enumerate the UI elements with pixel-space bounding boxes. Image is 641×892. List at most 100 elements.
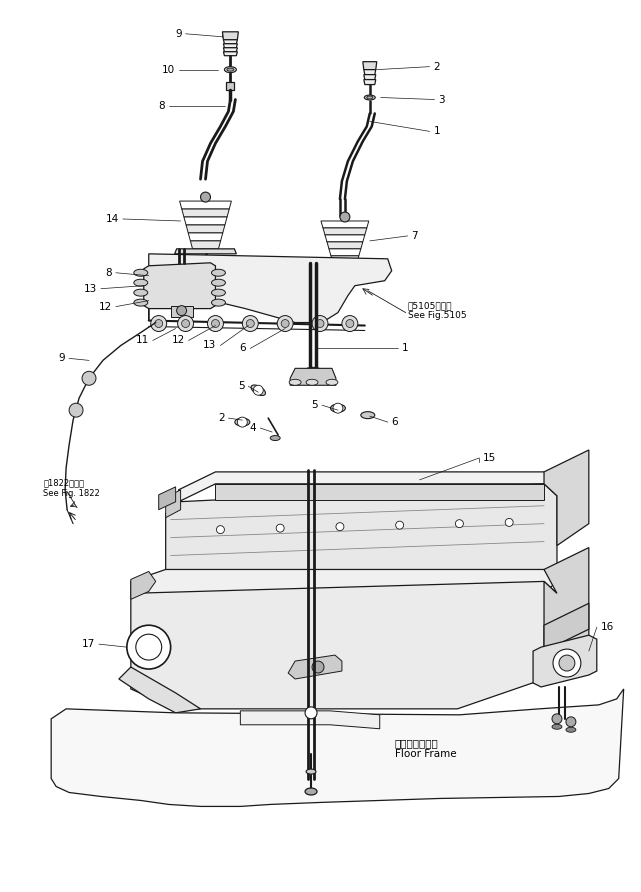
Polygon shape <box>184 217 227 225</box>
Ellipse shape <box>271 435 280 441</box>
Polygon shape <box>159 487 176 509</box>
Polygon shape <box>224 52 237 55</box>
Circle shape <box>305 706 317 719</box>
Polygon shape <box>363 62 377 70</box>
Ellipse shape <box>212 269 226 277</box>
Text: 11: 11 <box>135 335 149 345</box>
Polygon shape <box>182 209 229 217</box>
Circle shape <box>566 717 576 727</box>
Ellipse shape <box>212 299 226 306</box>
Polygon shape <box>190 241 221 249</box>
Text: 6: 6 <box>392 417 398 427</box>
Circle shape <box>281 319 289 327</box>
Polygon shape <box>131 582 557 709</box>
Circle shape <box>127 625 171 669</box>
Polygon shape <box>222 32 238 40</box>
Circle shape <box>553 649 581 677</box>
Polygon shape <box>179 201 231 209</box>
Circle shape <box>181 319 190 327</box>
Polygon shape <box>188 233 223 241</box>
Text: 9: 9 <box>58 353 65 363</box>
Circle shape <box>316 319 324 327</box>
Text: 13: 13 <box>84 284 97 293</box>
Ellipse shape <box>212 289 226 296</box>
Ellipse shape <box>235 418 250 426</box>
Text: 12: 12 <box>99 301 112 311</box>
Text: 2: 2 <box>218 413 224 423</box>
Ellipse shape <box>134 279 148 286</box>
Ellipse shape <box>326 379 338 385</box>
Polygon shape <box>131 569 557 606</box>
Circle shape <box>336 523 344 531</box>
Circle shape <box>559 655 575 671</box>
Circle shape <box>342 316 358 332</box>
Circle shape <box>178 316 194 332</box>
Circle shape <box>333 403 343 413</box>
Text: 5: 5 <box>312 401 318 410</box>
Ellipse shape <box>331 404 345 412</box>
Text: 14: 14 <box>106 214 119 224</box>
Circle shape <box>217 525 224 533</box>
Ellipse shape <box>134 299 148 306</box>
Ellipse shape <box>251 385 265 395</box>
Circle shape <box>346 319 354 327</box>
Text: 13: 13 <box>203 341 217 351</box>
Circle shape <box>246 319 254 327</box>
Polygon shape <box>327 242 363 249</box>
Ellipse shape <box>224 67 237 72</box>
Polygon shape <box>165 490 181 517</box>
Text: 1: 1 <box>433 127 440 136</box>
Ellipse shape <box>289 379 301 385</box>
Polygon shape <box>119 667 201 713</box>
Ellipse shape <box>367 96 373 99</box>
Polygon shape <box>224 44 237 48</box>
Circle shape <box>277 316 293 332</box>
Ellipse shape <box>306 379 318 385</box>
Ellipse shape <box>305 788 317 795</box>
Circle shape <box>276 524 284 533</box>
Ellipse shape <box>212 279 226 286</box>
Polygon shape <box>179 472 557 502</box>
Text: 4: 4 <box>249 423 256 434</box>
Circle shape <box>154 319 163 327</box>
Ellipse shape <box>303 368 323 377</box>
Text: 7: 7 <box>412 231 418 241</box>
Polygon shape <box>288 655 342 679</box>
Polygon shape <box>51 689 624 806</box>
Ellipse shape <box>134 289 148 296</box>
Text: 3: 3 <box>438 95 445 104</box>
Ellipse shape <box>361 411 375 418</box>
Ellipse shape <box>306 769 316 774</box>
Circle shape <box>455 520 463 528</box>
Circle shape <box>201 192 210 202</box>
Text: フロアフレーム
Floor Frame: フロアフレーム Floor Frame <box>395 738 456 759</box>
Polygon shape <box>215 483 544 500</box>
Text: 8: 8 <box>105 268 112 277</box>
Circle shape <box>312 316 328 332</box>
Text: 16: 16 <box>601 623 614 632</box>
Circle shape <box>82 371 96 385</box>
Polygon shape <box>544 603 589 651</box>
Polygon shape <box>224 40 237 44</box>
Text: 2: 2 <box>433 62 440 71</box>
Text: 8: 8 <box>158 102 165 112</box>
Text: 第5105図参照
See Fig.5105: 第5105図参照 See Fig.5105 <box>408 301 466 320</box>
Polygon shape <box>364 70 376 75</box>
Circle shape <box>69 403 83 417</box>
Polygon shape <box>325 235 365 242</box>
Circle shape <box>136 634 162 660</box>
Polygon shape <box>224 48 237 52</box>
Text: 5: 5 <box>238 381 244 392</box>
Polygon shape <box>240 711 379 729</box>
Polygon shape <box>165 483 557 582</box>
Polygon shape <box>544 450 589 546</box>
Ellipse shape <box>364 95 375 100</box>
Polygon shape <box>174 249 237 254</box>
Text: 17: 17 <box>82 640 95 649</box>
Circle shape <box>208 316 224 332</box>
Circle shape <box>552 714 562 723</box>
Circle shape <box>340 212 350 222</box>
Circle shape <box>395 521 404 529</box>
Circle shape <box>151 316 167 332</box>
Circle shape <box>505 518 513 526</box>
